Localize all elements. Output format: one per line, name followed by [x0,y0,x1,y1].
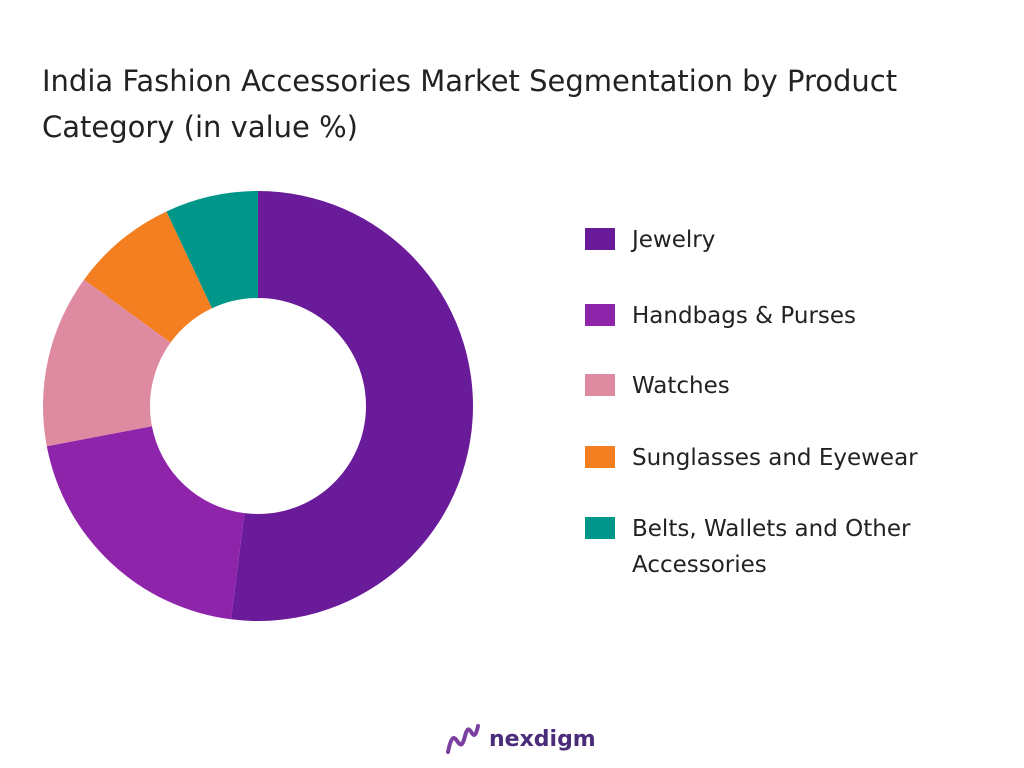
donut-slice [43,279,171,447]
legend-label: Handbags & Purses [632,303,857,329]
logo-icon [446,724,480,754]
logo: nexdigm [445,722,596,756]
legend-label: Sunglasses and Eyewear [632,445,918,471]
legend-label: Belts, Wallets and Other Accessories [632,516,911,578]
legend-label: Jewelry [632,227,716,253]
legend-item: Handbags & Purses [585,298,972,334]
legend-item: Sunglasses and Eyewear [585,440,972,476]
legend-swatch [585,304,615,326]
logo-text: nexdigm [489,726,596,752]
chart [43,191,473,621]
legend-swatch [585,446,615,468]
legend-item: Watches [585,368,972,404]
legend-swatch [585,374,615,396]
chart-title: India Fashion Accessories Market Segment… [42,64,898,144]
donut-slice [231,191,473,621]
legend-swatch [585,517,615,539]
donut-slice [46,426,245,620]
legend-item: Belts, Wallets and Other Accessories [585,511,972,583]
legend-label: Watches [632,373,730,399]
legend-item: Jewelry [585,222,972,258]
legend-swatch [585,228,615,250]
donut-slice [166,191,258,309]
donut-slice [84,211,213,343]
